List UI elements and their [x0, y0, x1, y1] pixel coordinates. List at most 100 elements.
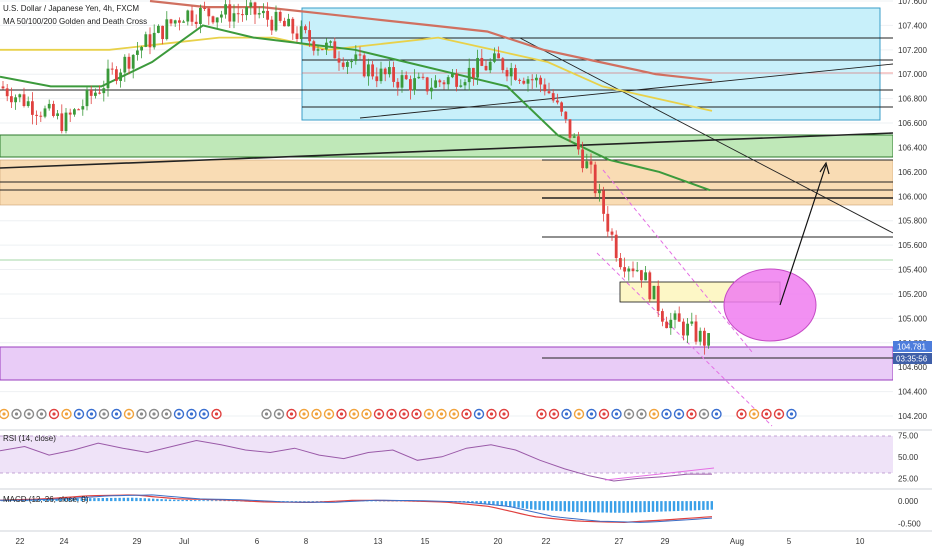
- ma50-line: [0, 24, 711, 192]
- event-dot: [39, 412, 44, 416]
- candle-body: [337, 58, 341, 63]
- price-tick-label: 105.000: [898, 314, 927, 323]
- candle-body: [522, 80, 526, 84]
- macd-bar: [475, 501, 478, 504]
- date-tick-label: Aug: [730, 537, 744, 546]
- candle-body: [673, 313, 677, 320]
- candle-body: [182, 21, 185, 23]
- candle-body: [47, 103, 51, 109]
- chart-title: U.S. Dollar / Japanese Yen, 4h, FXCM: [3, 4, 139, 13]
- event-dot: [777, 412, 781, 416]
- event-dot: [589, 412, 594, 416]
- event-dot: [539, 412, 544, 416]
- macd-bar: [651, 501, 655, 512]
- macd-bar: [647, 501, 650, 512]
- last-price-label: 104.781: [897, 343, 926, 352]
- time-axis[interactable]: 22 24 29 Jul 6 8 13 15 20 22 27 29 Aug 5 10: [0, 530, 932, 546]
- candle-body: [81, 106, 85, 110]
- candle-body: [308, 30, 311, 42]
- macd-bar: [706, 501, 709, 510]
- price-tick-label: 106.200: [898, 168, 927, 177]
- candle-body: [358, 54, 362, 56]
- last-price-tag[interactable]: 104.781: [893, 341, 932, 352]
- event-dot: [177, 412, 181, 416]
- candle-body: [186, 10, 190, 22]
- price-pane[interactable]: 107.600 107.400 107.200 107.000 106.800 106.6…: [0, 0, 932, 430]
- candle-body: [333, 41, 337, 59]
- event-dot: [464, 412, 469, 416]
- event-dot: [764, 412, 769, 416]
- macd-bar: [68, 498, 71, 502]
- macd-bar: [135, 497, 138, 502]
- candle-body: [194, 21, 198, 25]
- event-dot: [364, 412, 369, 416]
- event-dot: [377, 412, 381, 416]
- macd-bar: [668, 501, 671, 512]
- macd-bar: [664, 501, 667, 512]
- candle-body: [644, 272, 647, 281]
- candle-body: [89, 89, 93, 96]
- candle-body: [606, 213, 610, 232]
- candle-body: [421, 76, 425, 78]
- rsi-pane[interactable]: RSI (14, close) 75.00 50.00 25.00: [0, 429, 932, 483]
- price-tick-label: 105.600: [898, 241, 927, 250]
- candle-body: [480, 57, 484, 66]
- event-dot: [552, 412, 556, 416]
- event-dot: [664, 412, 669, 416]
- macd-tick-label: -0.500: [898, 519, 921, 528]
- macd-bar: [551, 501, 554, 511]
- macd-bar: [26, 500, 29, 502]
- candle-body: [157, 25, 160, 33]
- macd-bar: [538, 501, 541, 510]
- candle-body: [413, 78, 416, 91]
- macd-bar: [517, 501, 520, 508]
- candle-body: [640, 270, 643, 281]
- macd-bar: [546, 501, 550, 511]
- candle-body: [488, 61, 492, 71]
- event-dot: [652, 412, 656, 416]
- event-dot: [714, 412, 719, 416]
- date-tick-label: 24: [60, 537, 69, 546]
- macd-bar: [542, 501, 545, 511]
- event-dot: [89, 412, 94, 416]
- event-dot: [314, 412, 319, 416]
- price-tick-label: 105.800: [898, 217, 927, 226]
- date-tick-label: 29: [133, 537, 142, 546]
- candle-body: [161, 25, 164, 40]
- macd-pane[interactable]: MACD (12, 26, close, 9) 0.000 -0.500: [0, 488, 932, 528]
- macd-bar: [47, 499, 50, 502]
- macd-bar: [488, 501, 491, 505]
- macd-bar: [513, 501, 516, 508]
- candle-body: [245, 6, 248, 16]
- macd-bar: [168, 499, 172, 502]
- macd-bar: [534, 501, 537, 510]
- macd-bar: [189, 500, 193, 502]
- projection-arrow: [779, 161, 830, 306]
- macd-bar: [605, 501, 608, 513]
- macd-bar: [72, 498, 75, 502]
- event-dot: [52, 412, 56, 416]
- rsi-title: RSI (14, close): [3, 434, 56, 443]
- macd-bar: [63, 499, 67, 502]
- macd-bar: [206, 500, 209, 502]
- candle-body: [236, 13, 240, 15]
- candle-body: [446, 77, 450, 85]
- price-tick-label: 107.000: [898, 70, 927, 79]
- macd-bar: [685, 501, 688, 511]
- macd-bar: [656, 501, 659, 512]
- candle-body: [173, 20, 177, 24]
- macd-bar: [504, 501, 508, 507]
- candle-body: [371, 64, 374, 77]
- candle-body: [18, 94, 22, 98]
- macd-bar: [622, 501, 625, 513]
- macd-axis: 0.000 -0.500: [898, 497, 921, 528]
- candle-body: [115, 69, 118, 81]
- economic-events-row[interactable]: [0, 408, 797, 420]
- candle-body: [199, 7, 202, 25]
- date-tick-label: Jul: [179, 537, 189, 546]
- macd-bar: [93, 498, 96, 502]
- candle-body: [686, 323, 689, 336]
- candle-body: [35, 114, 38, 116]
- macd-bar: [677, 501, 680, 511]
